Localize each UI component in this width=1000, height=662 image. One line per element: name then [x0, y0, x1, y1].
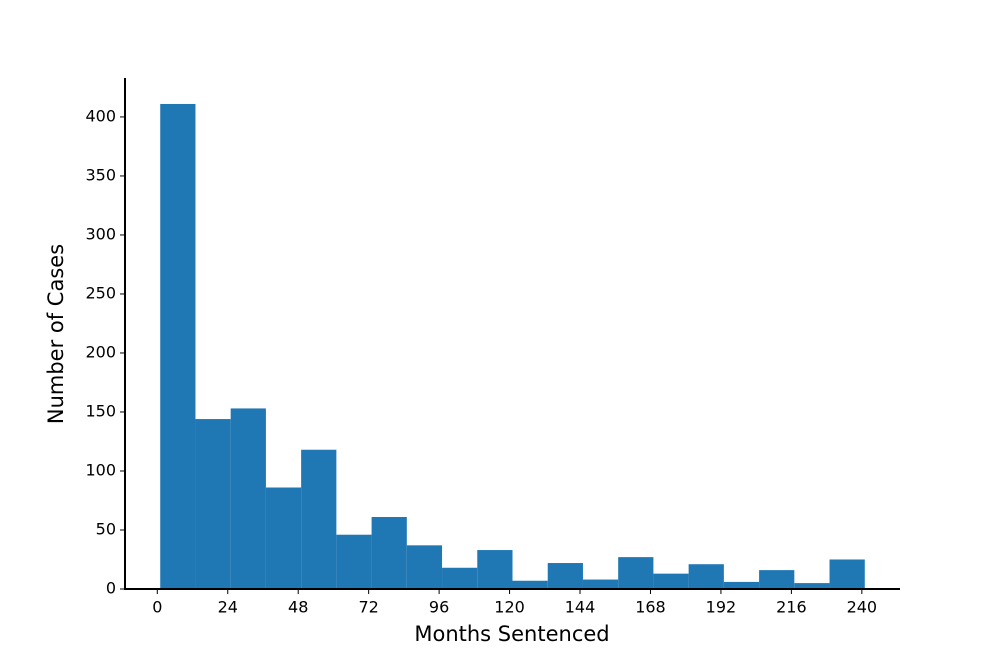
bar: [371, 517, 407, 589]
y-tick-label: 200: [85, 342, 116, 361]
y-tick-label: 150: [85, 401, 116, 420]
x-tick-label: 24: [218, 598, 238, 617]
bar: [653, 573, 689, 589]
bar: [547, 563, 583, 589]
x-tick-label: 0: [152, 598, 162, 617]
x-tick-label: 168: [635, 598, 666, 617]
bar: [195, 419, 231, 589]
bar: [265, 487, 302, 589]
x-tick-label: 144: [565, 598, 596, 617]
bar: [512, 580, 548, 589]
x-tick-label: 240: [847, 598, 878, 617]
bar: [794, 583, 830, 589]
y-tick-label: 0: [106, 579, 116, 598]
bar: [301, 449, 337, 589]
x-tick-label: 120: [494, 598, 525, 617]
y-tick-label: 100: [85, 460, 116, 479]
y-axis-label: Number of Cases: [44, 244, 68, 424]
x-axis-label: Months Sentenced: [414, 622, 609, 646]
x-tick-label: 96: [429, 598, 449, 617]
y-tick-label: 400: [85, 106, 116, 125]
bar: [723, 581, 760, 589]
bar: [582, 579, 619, 589]
bar: [406, 545, 443, 589]
bar: [336, 534, 372, 589]
x-tick-label: 192: [706, 598, 737, 617]
bar: [618, 557, 654, 589]
x-tick-label: 216: [776, 598, 807, 617]
bar: [477, 550, 513, 589]
bar: [829, 559, 865, 589]
bar: [230, 408, 266, 589]
x-tick-label: 72: [358, 598, 378, 617]
bar: [160, 103, 196, 590]
y-tick-label: 250: [85, 283, 116, 302]
y-tick-label: 300: [85, 224, 116, 243]
bar: [688, 564, 724, 589]
bar: [759, 570, 795, 589]
y-tick-label: 50: [96, 519, 116, 538]
x-tick-label: 48: [288, 598, 308, 617]
y-tick-label: 350: [85, 165, 116, 184]
bar: [442, 567, 478, 589]
